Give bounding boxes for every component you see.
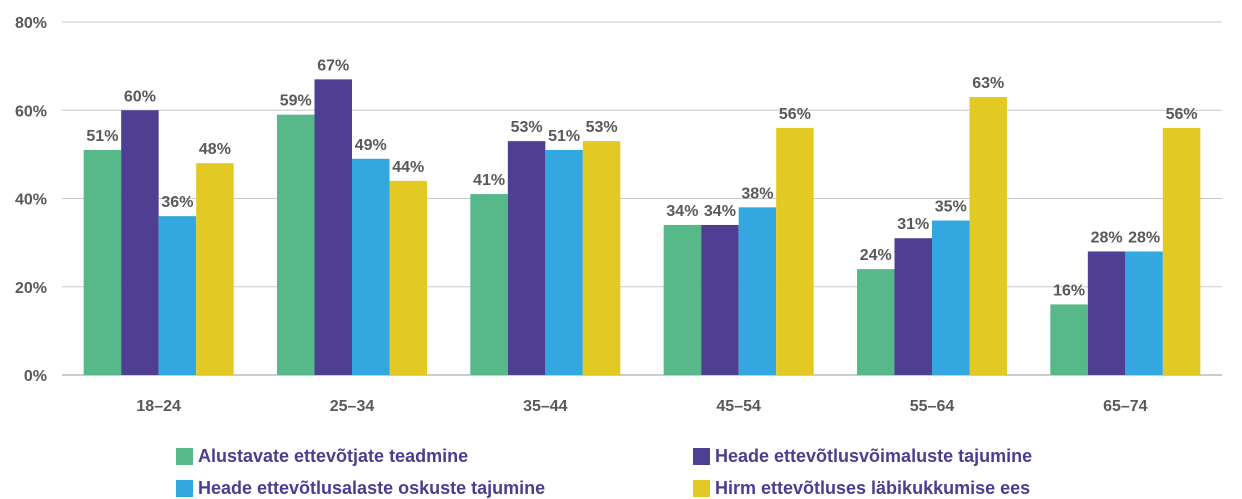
bar [314,79,352,376]
data-label: 49% [355,137,387,154]
x-tick-label: 55–64 [910,398,955,415]
bar [389,180,427,375]
legend-item-hirm: Hirm ettevõtluses läbikukkumise ees [693,478,1030,499]
x-tick-label: 18–24 [136,398,181,415]
bar [663,224,702,375]
chart-legend: Alustavate ettevõtjate teadmine Heade et… [0,440,1242,499]
legend-label: Hirm ettevõtluses läbikukkumise ees [715,478,1031,498]
data-label: 48% [199,141,231,158]
data-label: 63% [972,75,1004,92]
legend-swatch-green [176,448,193,465]
bar [545,149,583,375]
bar [470,194,508,375]
bar [1125,251,1163,375]
legend-item-alustavate: Alustavate ettevõtjate teadmine [176,446,468,467]
data-label: 44% [392,159,424,176]
x-tick-label: 65–74 [1103,398,1148,415]
data-label: 34% [666,203,698,220]
bar [277,114,315,375]
legend-item-voimaluste: Heade ettevõtlusvõimaluste tajumine [693,446,1032,467]
y-tick-label: 0% [24,368,47,385]
bar [969,97,1007,375]
bar [83,149,122,375]
bar [196,163,234,375]
bar [121,110,159,375]
y-tick-label: 20% [15,280,47,297]
y-tick-label: 60% [15,103,47,120]
data-label: 36% [161,194,193,211]
bar [507,141,546,375]
y-tick-label: 80% [15,15,47,32]
x-tick-label: 35–44 [523,398,568,415]
bar [701,224,739,375]
data-label: 31% [897,216,929,233]
bar [352,158,390,375]
data-label: 67% [317,57,349,74]
legend-item-oskuste: Heade ettevõtlusalaste oskuste tajumine [176,478,545,499]
data-label: 56% [1166,106,1198,123]
bar [738,207,777,375]
data-label: 56% [779,106,811,123]
bar [776,127,814,376]
bar [1162,127,1201,376]
data-label: 28% [1128,229,1160,246]
data-label: 28% [1091,229,1123,246]
bar [894,238,932,375]
x-tick-label: 25–34 [330,398,375,415]
data-label: 24% [860,247,892,264]
bar [582,141,621,375]
data-label: 51% [86,128,118,145]
legend-label: Heade ettevõtlusvõimaluste tajumine [715,446,1033,466]
data-label: 60% [124,88,156,105]
legend-label: Alustavate ettevõtjate teadmine [198,446,469,466]
bar-chart: 0% 20% 40% 60% 80% 51% 60% 36% 48% 18–24 59% 67% 49%… [15,15,1222,415]
bar [857,269,895,375]
bar [932,220,970,375]
data-label: 51% [548,128,580,145]
bar [1050,304,1088,375]
data-label: 59% [280,93,312,110]
legend-swatch-yellow [693,480,710,497]
data-label: 38% [741,185,773,202]
legend-label: Heade ettevõtlusalaste oskuste tajumine [198,478,546,498]
data-label: 35% [935,199,967,216]
y-tick-label: 40% [15,192,47,209]
data-label: 16% [1053,282,1085,299]
legend-swatch-purple [693,448,710,465]
data-label: 53% [511,119,543,136]
bar [1087,251,1126,375]
x-tick-label: 45–54 [716,398,761,415]
bar [158,216,197,375]
data-label: 53% [586,119,618,136]
data-label: 34% [704,203,736,220]
data-label: 41% [473,172,505,189]
legend-swatch-blue [176,480,193,497]
